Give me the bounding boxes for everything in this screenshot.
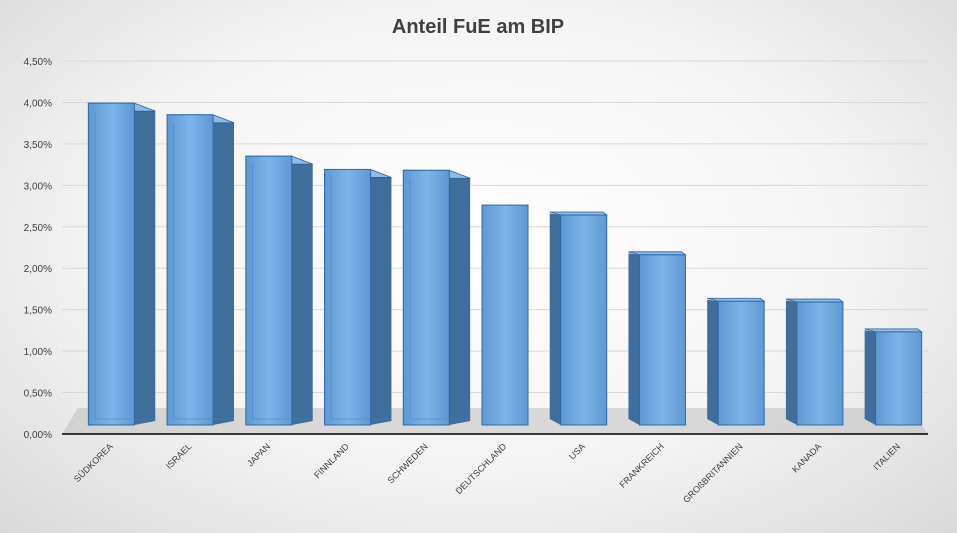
bar-front (560, 214, 608, 426)
bar (323, 168, 392, 426)
x-tick-label: DEUTSCHLAND (454, 441, 509, 496)
y-tick-label: 4,50% (24, 57, 52, 68)
bar-side (213, 114, 234, 425)
y-tick-label: 1,50% (24, 306, 52, 317)
bar (549, 211, 608, 426)
x-tick-label: FRANKREICH (617, 441, 665, 489)
bar-front (875, 331, 923, 426)
bar-front (717, 300, 765, 426)
bar-side (707, 299, 719, 425)
bar-side (291, 156, 313, 425)
bar (244, 155, 313, 426)
y-tick-label: 2,00% (24, 264, 52, 275)
bars (87, 102, 923, 426)
bar-front (402, 169, 450, 426)
bar-side (370, 169, 392, 425)
bar (785, 298, 845, 426)
x-tick-label: SCHWEDEN (385, 441, 429, 485)
y-tick-label: 0,00% (24, 430, 52, 441)
bar-side (449, 170, 471, 425)
x-axis: SÜDKOREA ISRAEL JAPAN FINNLAND SCHWEDEN DEUTS… (72, 441, 902, 505)
bar-front (481, 204, 529, 426)
y-tick-label: 1,00% (24, 347, 52, 358)
y-tick-label: 2,50% (24, 223, 52, 234)
bar-side (549, 213, 561, 425)
bar-front (796, 301, 844, 426)
bar-front (245, 155, 293, 426)
bar-front (638, 254, 686, 426)
bar (87, 102, 156, 426)
bar-front (87, 102, 135, 426)
x-tick-label: GROßBRITANNIEN (681, 441, 745, 505)
y-tick-label: 3,00% (24, 181, 52, 192)
y-tick-label: 3,50% (24, 140, 52, 151)
bar (166, 114, 235, 426)
y-axis: 0,00% 0,50% 1,00% 1,50% 2,00% 2,50% 3,00% 3,50%… (24, 57, 52, 441)
y-tick-label: 4,00% (24, 98, 52, 109)
x-tick-label: JAPAN (245, 441, 272, 468)
x-tick-label: KANADA (790, 441, 823, 474)
x-tick-label: SÜDKOREA (72, 441, 115, 484)
bar (864, 328, 923, 426)
chart-title: Anteil FuE am BIP (392, 16, 564, 38)
bar-front (324, 168, 372, 426)
bar-side (864, 330, 876, 425)
x-tick-label: ISRAEL (164, 441, 194, 471)
bar (402, 169, 471, 426)
bar-side (628, 253, 640, 425)
x-tick-label: FINNLAND (312, 441, 351, 480)
bar (707, 297, 766, 426)
bar-side (134, 103, 156, 425)
bar-side (785, 300, 797, 425)
bar (481, 204, 529, 426)
bar (628, 251, 687, 426)
bar-front (166, 114, 214, 426)
y-tick-label: 0,50% (24, 389, 52, 400)
x-tick-label: USA (567, 441, 587, 461)
x-tick-label: ITALIEN (871, 441, 902, 472)
